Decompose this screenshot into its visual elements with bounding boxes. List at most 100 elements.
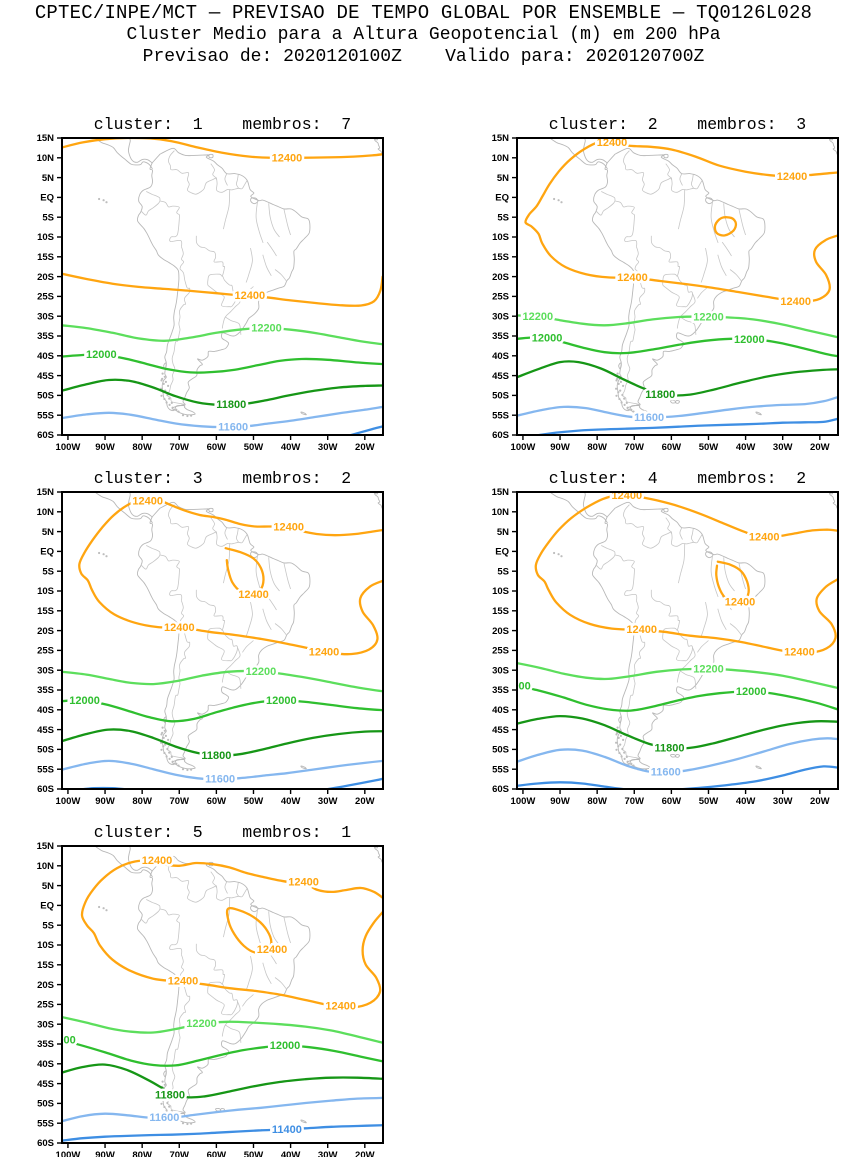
lat-tick-label: 30S: [37, 665, 54, 676]
lat-tick-label: 50S: [37, 745, 54, 756]
islet-speck: [102, 907, 105, 910]
islet-speck: [177, 764, 180, 767]
lon-tick-label: 30W: [318, 1150, 338, 1157]
islet-speck: [98, 197, 101, 201]
country-border: [179, 954, 185, 978]
islet-speck: [636, 414, 640, 417]
country-border: [190, 531, 217, 549]
country-border: [274, 623, 287, 635]
contour-label-11600: 11600: [651, 767, 681, 779]
country-border: [266, 949, 277, 965]
country-border: [195, 235, 225, 286]
islet-speck: [557, 553, 560, 556]
islet-speck: [161, 1080, 164, 1083]
country-border: [207, 629, 238, 662]
islet-speck: [623, 751, 626, 754]
contour-11400-line: [75, 786, 132, 789]
lat-tick-label: 5N: [497, 527, 509, 538]
country-border: [679, 527, 683, 540]
islet-speck: [617, 736, 620, 739]
country-border: [179, 268, 190, 289]
country-border: [140, 200, 161, 216]
country-border: [690, 174, 694, 189]
lon-tick-label: 30W: [318, 442, 338, 453]
country-border: [283, 208, 291, 236]
country-border: [210, 517, 217, 534]
islet-speck: [626, 406, 629, 409]
country-border: [190, 885, 217, 903]
lon-tick-label: 30W: [773, 796, 793, 807]
islet-speck: [553, 551, 556, 555]
lat-tick-label: 50S: [492, 745, 509, 756]
contour-label-12000: 12000: [736, 686, 767, 698]
contour-label-12400: 12400: [288, 877, 319, 889]
island-outline: [663, 153, 669, 159]
country-border: [614, 554, 635, 570]
contour-layer: [62, 497, 383, 789]
islet-speck: [560, 201, 563, 204]
country-border: [283, 916, 291, 944]
lat-tick-label: 20S: [492, 626, 509, 637]
lat-tick-label: 45S: [37, 725, 54, 736]
islet-speck: [622, 738, 625, 741]
contour-11400-line: [62, 1124, 383, 1142]
country-border: [697, 286, 709, 299]
islet-speck: [615, 748, 618, 751]
contour-layer: [62, 859, 383, 1142]
country-border: [650, 589, 680, 640]
coastline-africa: [828, 138, 838, 156]
islet-speck: [105, 555, 108, 558]
islet-speck: [166, 1101, 169, 1105]
island-outline: [705, 197, 714, 205]
map-frame: [61, 137, 384, 436]
lat-tick-label: EQ: [495, 193, 509, 204]
country-border: [179, 622, 190, 643]
lat-tick-label: 30S: [37, 311, 54, 322]
lat-tick-label: 15S: [492, 606, 509, 617]
country-border: [634, 600, 640, 624]
island-outline: [300, 1119, 307, 1124]
contour-12400-line: [224, 547, 265, 597]
country-border: [168, 150, 192, 193]
lat-tick-label: 5S: [42, 566, 54, 577]
country-border: [729, 623, 742, 635]
country-border: [268, 203, 280, 238]
coastline-south-america: [136, 147, 311, 412]
contour-label-12400: 12400: [272, 152, 303, 164]
lat-tick-label: 55S: [37, 1118, 54, 1129]
country-border: [268, 911, 280, 946]
islet-speck: [102, 199, 105, 202]
lat-tick-label: 5S: [42, 212, 54, 223]
lon-tick-label: 100W: [56, 796, 81, 807]
lon-tick-label: 100W: [511, 442, 536, 453]
lat-tick-label: 25S: [37, 646, 54, 657]
country-border: [723, 203, 735, 238]
lat-tick-label: 5N: [42, 881, 54, 892]
islet-speck: [186, 1122, 189, 1126]
lon-tick-label: 70W: [169, 796, 189, 807]
islet-speck: [163, 375, 166, 378]
contour-label-layer: 12400 12400 12400 12400 12400 12200 12000 12000…: [67, 493, 342, 788]
lon-tick-label: 50W: [244, 442, 264, 453]
island-outline: [219, 400, 225, 404]
contour-layer: [517, 139, 838, 435]
lat-tick-label: 60S: [37, 430, 54, 441]
country-border: [680, 670, 697, 689]
lon-tick-label: 60W: [662, 796, 682, 807]
islet-speck: [625, 401, 628, 404]
island-outline: [208, 507, 214, 513]
contour-label-12400: 12400: [612, 490, 643, 502]
country-border: [225, 670, 242, 689]
country-border: [717, 254, 727, 276]
contour-label-12400: 12400: [164, 622, 195, 634]
contour-12400-line: [715, 560, 750, 605]
islet-speck: [162, 736, 165, 739]
islet-speck: [181, 768, 185, 771]
coastline-south-america: [591, 501, 766, 766]
lon-tick-label: 40W: [281, 1150, 301, 1157]
islet-speck: [167, 384, 170, 387]
country-border: [729, 269, 742, 281]
islet-speck: [168, 1105, 171, 1108]
country-border: [216, 177, 248, 193]
basemap: [549, 138, 838, 418]
